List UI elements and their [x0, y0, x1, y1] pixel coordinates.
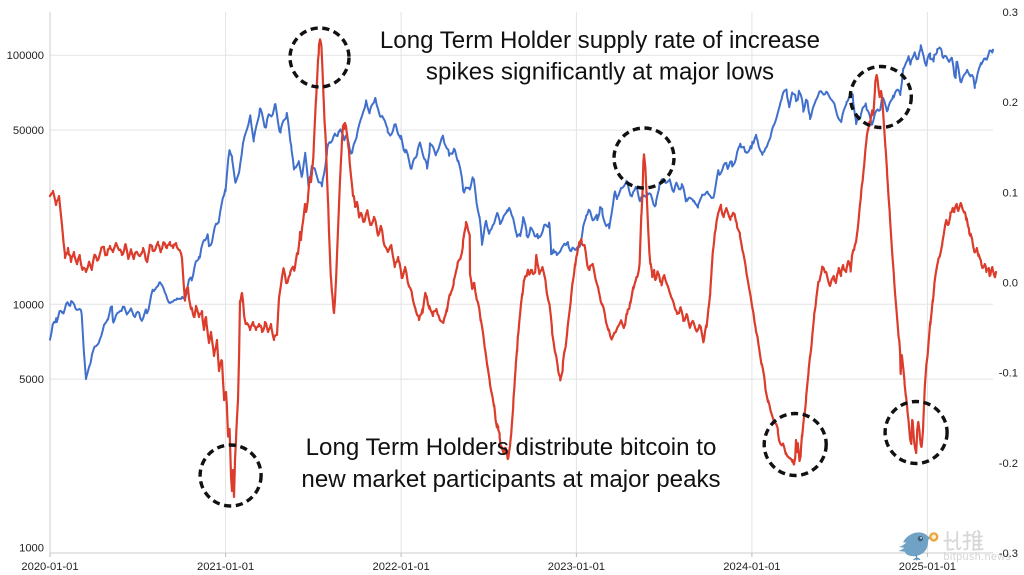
- svg-text:2022-01-01: 2022-01-01: [372, 561, 429, 573]
- svg-text:50000: 50000: [13, 125, 44, 137]
- svg-text:2021-01-01: 2021-01-01: [197, 561, 254, 573]
- svg-text:new market participants at maj: new market participants at major peaks: [301, 466, 720, 493]
- svg-text:bitpush.news: bitpush.news: [944, 551, 1012, 563]
- svg-text:0.1: 0.1: [1002, 187, 1018, 199]
- svg-text:0.0: 0.0: [1002, 278, 1018, 290]
- svg-text:100000: 100000: [7, 50, 44, 62]
- svg-text:-0.3: -0.3: [999, 548, 1018, 560]
- svg-text:spikes significantly at major: spikes significantly at major lows: [426, 59, 774, 86]
- svg-text:10000: 10000: [13, 299, 44, 311]
- svg-text:Long Term Holders distribute b: Long Term Holders distribute bitcoin to: [306, 434, 717, 461]
- svg-text:0.2: 0.2: [1002, 97, 1018, 109]
- svg-text:0.3: 0.3: [1002, 7, 1018, 19]
- svg-text:Long Term Holder supply rate o: Long Term Holder supply rate of increase: [380, 27, 820, 54]
- svg-text:2023-01-01: 2023-01-01: [548, 561, 605, 573]
- svg-text:5000: 5000: [19, 374, 44, 386]
- svg-text:-0.1: -0.1: [999, 368, 1018, 380]
- svg-text:1000: 1000: [19, 543, 44, 555]
- svg-text:2025-01-01: 2025-01-01: [899, 561, 956, 573]
- svg-text:-0.2: -0.2: [999, 458, 1018, 470]
- svg-text:2024-01-01: 2024-01-01: [723, 561, 780, 573]
- svg-text:2020-01-01: 2020-01-01: [21, 561, 78, 573]
